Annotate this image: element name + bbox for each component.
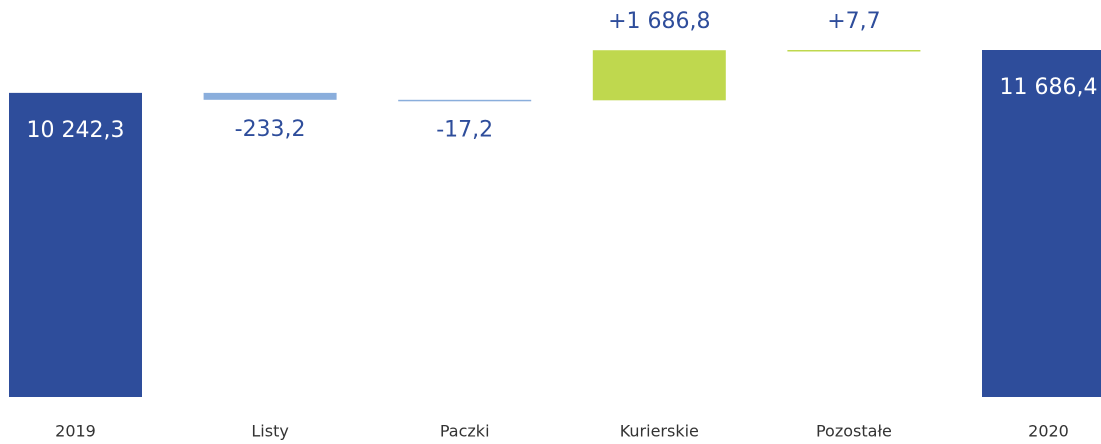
- value-label: 11 686,4: [1000, 75, 1098, 100]
- x-tick-label: Listy: [251, 422, 288, 441]
- value-label: -17,2: [436, 117, 493, 142]
- x-tick-label: Pozostałe: [816, 422, 892, 441]
- total-bar: [982, 50, 1101, 397]
- x-tick-label: 2020: [1028, 422, 1069, 441]
- change-bar: [592, 50, 726, 101]
- x-tick-label: Kurierskie: [620, 422, 699, 441]
- value-label: -233,2: [235, 117, 306, 142]
- x-tick-label: 2019: [55, 422, 96, 441]
- change-bar: [398, 99, 532, 102]
- x-tick-label: Paczki: [440, 422, 490, 441]
- total-bar: [9, 92, 142, 397]
- value-label: +1 686,8: [608, 9, 710, 34]
- change-bar: [787, 50, 921, 52]
- change-bar: [203, 92, 337, 100]
- value-label: 10 242,3: [27, 118, 125, 143]
- value-label: +7,7: [827, 9, 880, 34]
